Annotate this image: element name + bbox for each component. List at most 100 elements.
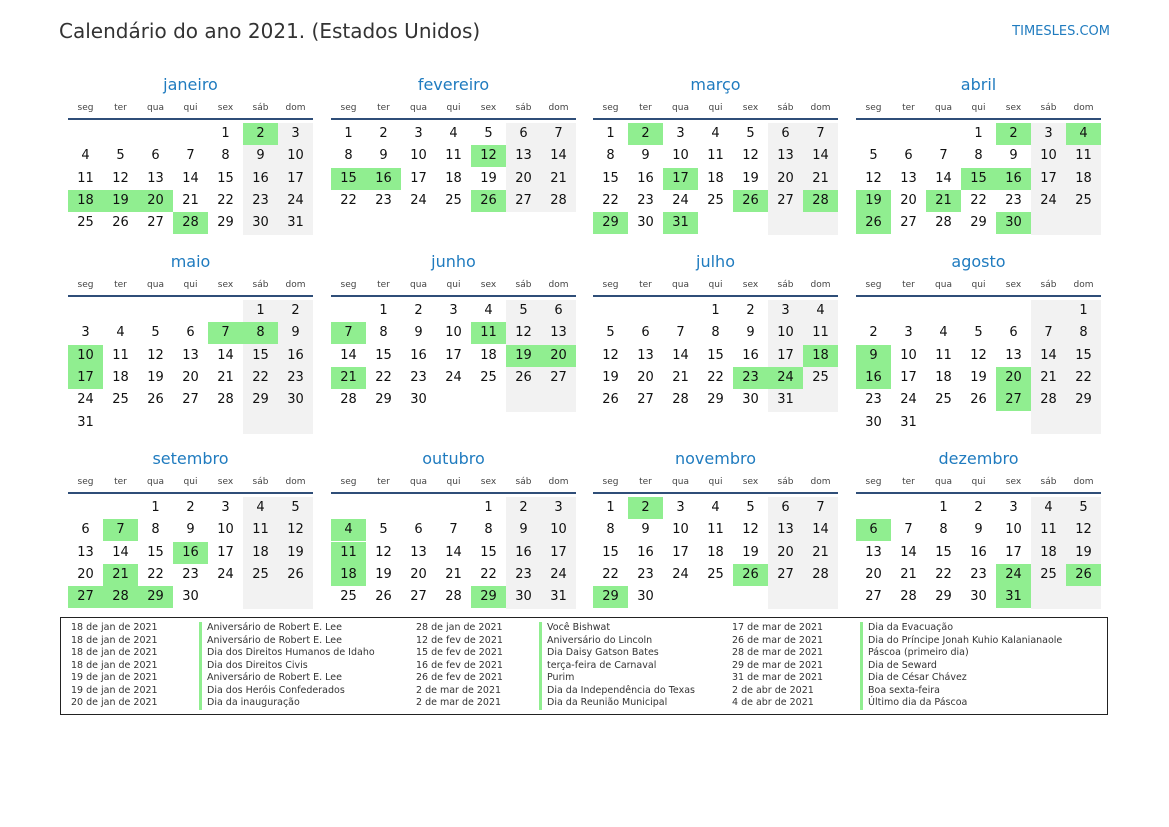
- day-cell: 7: [676, 325, 685, 341]
- weekday-label: seg: [602, 477, 619, 487]
- day-cell: 29: [217, 215, 234, 231]
- day-cell: 30: [637, 215, 654, 231]
- weekday-label: ter: [639, 103, 652, 113]
- day-cell: 18: [1075, 170, 1092, 186]
- legend-date: 18 de jan de 2021: [71, 659, 158, 671]
- month-name: dezembro: [938, 449, 1019, 468]
- day-cell: 4: [449, 126, 458, 141]
- brand-link[interactable]: TIMESLES.COM: [1012, 24, 1110, 39]
- day-cell: 31: [900, 414, 917, 430]
- day-cell: 11: [707, 522, 724, 538]
- legend-holiday-name: Aniversário de Robert E. Lee: [207, 634, 342, 646]
- day-cell: 6: [414, 522, 423, 538]
- day-cell: 4: [81, 148, 90, 164]
- day-cell: 6: [186, 325, 195, 341]
- header-divider: [856, 118, 1101, 120]
- day-cell: 11: [1075, 148, 1092, 164]
- day-cell: 11: [252, 522, 269, 538]
- weekday-label: ter: [377, 280, 390, 290]
- day-cell: 25: [480, 369, 497, 385]
- day-cell: 27: [550, 369, 567, 385]
- weekday-label: sáb: [777, 280, 794, 290]
- day-cell: 23: [865, 392, 882, 408]
- day-cell: 30: [515, 589, 532, 605]
- day-cell: 6: [519, 126, 528, 141]
- day-cell: 29: [375, 392, 392, 408]
- day-cell: 7: [449, 522, 458, 538]
- day-cell: 25: [1075, 192, 1092, 208]
- day-cell: 27: [900, 215, 917, 231]
- day-cell: 22: [480, 566, 497, 582]
- day-cell: 17: [410, 170, 427, 186]
- weekday-label: qua: [147, 280, 164, 290]
- day-cell: 25: [707, 566, 724, 582]
- weekday-label: sáb: [1040, 477, 1057, 487]
- weekday-label: ter: [902, 280, 915, 290]
- weekday-label: ter: [639, 280, 652, 290]
- day-cell: 1: [221, 126, 230, 141]
- day-cell: 15: [1075, 347, 1092, 363]
- weekday-header: seg ter qua qui sex sáb dom: [331, 280, 576, 292]
- day-cell: 7: [554, 126, 563, 141]
- holiday-day-cell: 28: [803, 189, 838, 212]
- day-cell: 12: [865, 170, 882, 186]
- day-cell: 6: [904, 148, 913, 164]
- holiday-day-cell: 26: [1066, 563, 1101, 586]
- day-cell: 24: [550, 566, 567, 582]
- weekday-label: dom: [810, 103, 831, 113]
- legend-dates-col-3: 17 de mar de 2021 26 de mar de 2021 28 d…: [732, 622, 823, 710]
- header-divider: [856, 492, 1101, 494]
- day-cell: 13: [515, 148, 532, 164]
- weekday-label: sex: [480, 103, 497, 113]
- day-cell: 22: [1075, 369, 1092, 385]
- weekday-label: seg: [865, 103, 882, 113]
- day-cell: 18: [252, 544, 269, 560]
- day-cell: 27: [182, 392, 199, 408]
- day-cell: 28: [340, 392, 357, 408]
- day-cell: 2: [869, 325, 878, 341]
- day-cell: 13: [77, 544, 94, 560]
- day-cell: 20: [865, 566, 882, 582]
- day-cell: 3: [676, 126, 685, 141]
- day-cell: 25: [707, 192, 724, 208]
- day-cell: 3: [676, 500, 685, 515]
- weekend-shading: [1031, 300, 1101, 434]
- day-cell: 2: [186, 500, 195, 515]
- day-cell: 25: [252, 566, 269, 582]
- legend-holiday-name: Dia dos Heróis Confederados: [207, 684, 345, 696]
- day-cell: 11: [112, 347, 129, 363]
- weekday-label: sáb: [515, 280, 532, 290]
- holiday-day-cell: 28: [173, 212, 208, 235]
- day-cell: 11: [445, 148, 462, 164]
- day-cell: 2: [379, 126, 388, 141]
- day-cell: 5: [291, 500, 300, 515]
- day-cell: 28: [935, 215, 952, 231]
- day-cell: 23: [515, 566, 532, 582]
- day-cell: 12: [112, 170, 129, 186]
- weekend-shading: [506, 497, 576, 609]
- legend-holiday-name: Dia da Evacuação: [868, 622, 954, 633]
- weekday-label: dom: [1073, 477, 1094, 487]
- day-cell: 30: [287, 392, 304, 408]
- holiday-legend: 18 de jan de 2021 18 de jan de 2021 18 d…: [60, 617, 1108, 715]
- month-name: janeiro: [163, 75, 218, 94]
- day-cell: 13: [147, 170, 164, 186]
- holiday-day-cell: 28: [103, 586, 138, 609]
- weekday-header: seg ter qua qui sex sáb dom: [856, 103, 1101, 115]
- header-divider: [331, 492, 576, 494]
- day-cell: 14: [935, 170, 952, 186]
- weekend-shading: [768, 497, 838, 609]
- holiday-day-cell: 4: [1066, 123, 1101, 145]
- legend-date: 26 de fev de 2021: [416, 672, 503, 683]
- day-cell: 19: [375, 566, 392, 582]
- weekday-label: qui: [971, 280, 986, 290]
- day-cell: 8: [151, 522, 160, 538]
- legend-holiday-name: Dia da Reunião Municipal: [547, 697, 668, 708]
- header-divider: [593, 295, 838, 297]
- holiday-day-cell: 20: [996, 366, 1031, 389]
- legend-holiday-name: Você Bishwat: [547, 622, 611, 633]
- day-cell: 23: [375, 192, 392, 208]
- day-cell: 12: [375, 544, 392, 560]
- weekday-label: qua: [410, 103, 427, 113]
- legend-names-col-1: Aniversário de Robert E. Lee Aniversário…: [199, 622, 375, 710]
